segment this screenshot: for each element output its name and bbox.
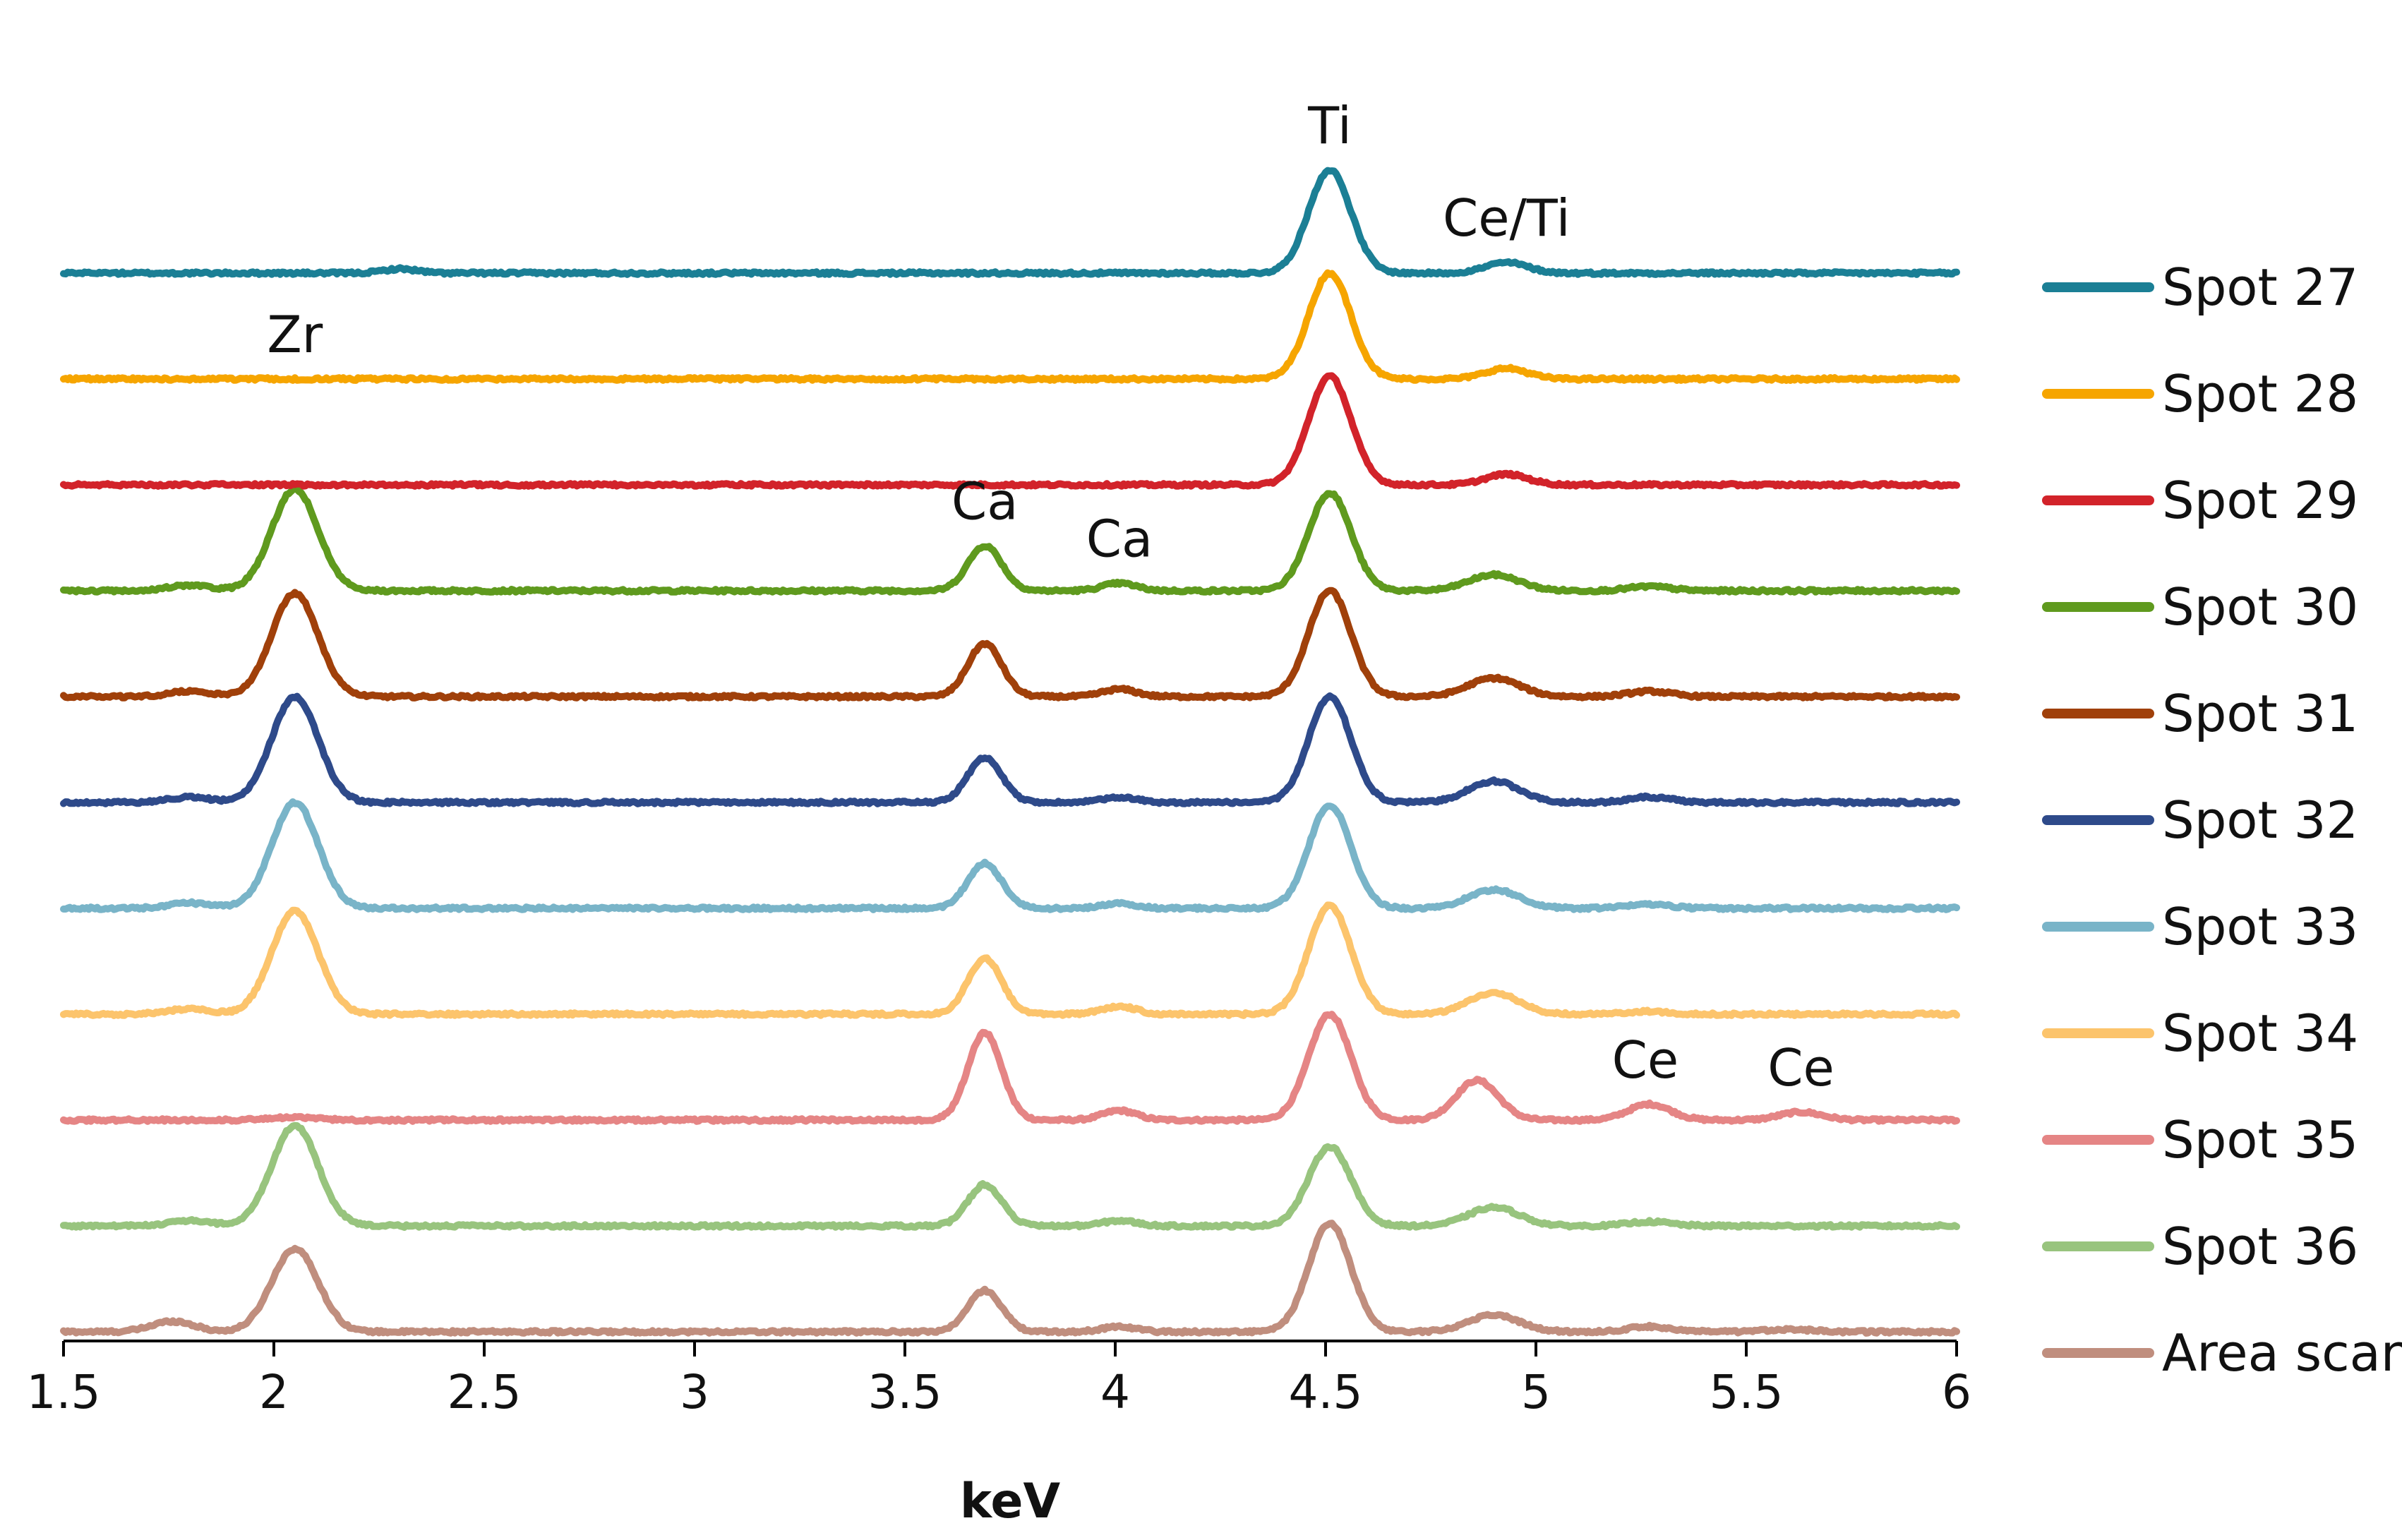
x-tick-label: 4 xyxy=(1100,1365,1130,1419)
legend-area-scan-label: Area scan xyxy=(2162,1323,2402,1383)
peak-label-ti: Ti xyxy=(1307,96,1352,155)
peak-labels: Ti Ce/Ti Zr Ca Ca Ce Ce xyxy=(267,96,1834,1097)
x-tick-label: 2 xyxy=(259,1365,289,1419)
peak-label-ce-ti: Ce/Ti xyxy=(1443,188,1571,248)
legend-spot-30-label: Spot 30 xyxy=(2162,577,2358,637)
legend-spot-33-label: Spot 33 xyxy=(2162,897,2358,956)
series-spot-35-line xyxy=(60,1011,1960,1125)
x-tick-label: 1.5 xyxy=(27,1365,101,1419)
series-spot-32-line xyxy=(60,692,1960,807)
legend-spot-34-label: Spot 34 xyxy=(2162,1004,2358,1063)
series-spot-30-line xyxy=(60,485,1960,596)
series-area-scan-line xyxy=(60,1220,1960,1337)
series-spot-27-line xyxy=(60,167,1960,278)
series-spot-29-line xyxy=(60,372,1960,490)
legend-spot-27-label: Spot 27 xyxy=(2162,258,2358,317)
series-spot-28-line xyxy=(60,269,1960,384)
legend-spot-28-label: Spot 28 xyxy=(2162,364,2358,423)
series-spot-33-line xyxy=(60,798,1960,913)
x-tick-label: 6 xyxy=(1942,1365,1971,1419)
x-tick-label: 5 xyxy=(1521,1365,1551,1419)
legend: Spot 27 Spot 28 Spot 29 Spot 30 Spot 31 Spot … xyxy=(2042,258,2402,1383)
x-axis-title: keV xyxy=(960,1474,1061,1529)
x-tick-label: 4.5 xyxy=(1289,1365,1363,1419)
x-tick-label: 3 xyxy=(680,1365,709,1419)
x-tick-label: 2.5 xyxy=(448,1365,522,1419)
peak-label-ce: Ce xyxy=(1767,1038,1834,1097)
legend-spot-31-label: Spot 31 xyxy=(2162,684,2358,743)
x-tick-label: 3.5 xyxy=(868,1365,942,1419)
x-tick-label: 5.5 xyxy=(1710,1365,1784,1419)
peak-label-ca: Ca xyxy=(1086,510,1153,569)
legend-spot-32-label: Spot 32 xyxy=(2162,790,2358,850)
peak-label-ca: Ca xyxy=(951,471,1018,531)
legend-spot-35-label: Spot 35 xyxy=(2162,1110,2358,1169)
series-spot-31-line xyxy=(60,586,1960,702)
peak-label-zr: Zr xyxy=(267,305,323,364)
legend-spot-29-label: Spot 29 xyxy=(2162,471,2358,530)
legend-spot-36-label: Spot 36 xyxy=(2162,1217,2358,1276)
series-spot-34-line xyxy=(60,901,1960,1019)
series-spot-36-line xyxy=(60,1121,1960,1231)
x-axis-ticks: 1.5 2 2.5 3 3.5 4 4.5 5 5.5 6 xyxy=(27,1341,1971,1419)
peak-label-ce: Ce xyxy=(1612,1030,1679,1090)
series-layer xyxy=(60,167,1960,1337)
